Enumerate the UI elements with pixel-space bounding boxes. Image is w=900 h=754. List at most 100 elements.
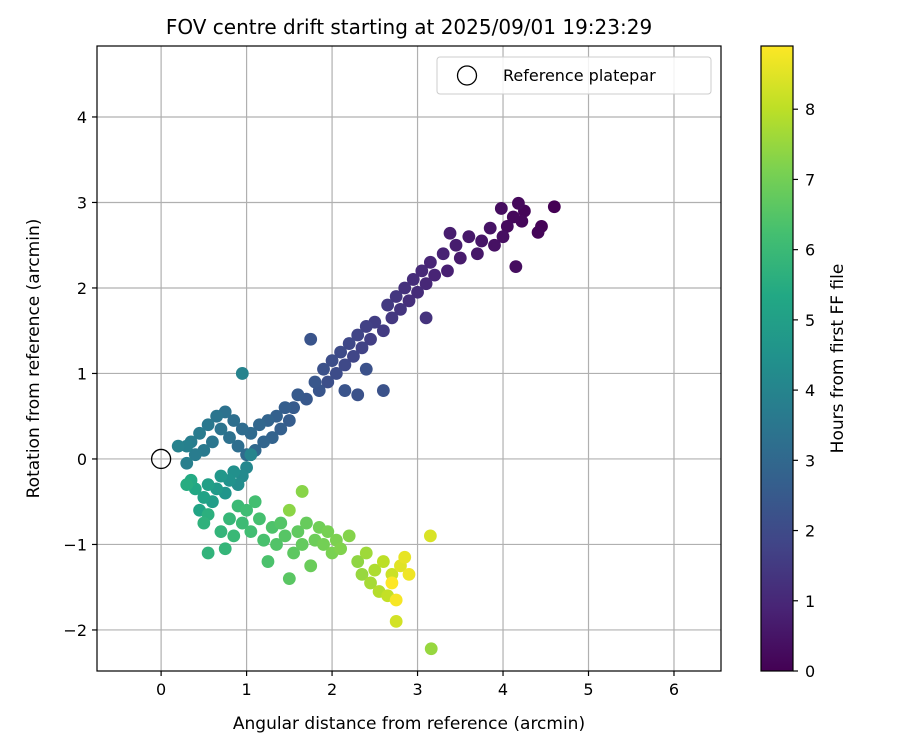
colorbar-tick-label: 5 [805, 311, 815, 330]
colorbar-tick-label: 1 [805, 592, 815, 611]
data-point [227, 414, 241, 427]
data-point [443, 226, 457, 240]
data-point [201, 478, 215, 492]
data-point [402, 567, 416, 581]
data-point [470, 247, 484, 261]
colorbar-gradient [761, 46, 793, 671]
y-tick-label: −1 [63, 535, 87, 554]
data-point [436, 247, 450, 261]
data-point [411, 285, 424, 299]
data-points [150, 196, 561, 656]
data-point [351, 555, 365, 568]
reference-platepar-marker [150, 448, 172, 470]
data-point [235, 367, 249, 380]
data-point [278, 401, 292, 415]
x-axis-label: Angular distance from reference (arcmin) [233, 714, 585, 734]
data-point [188, 448, 202, 462]
data-point [355, 567, 369, 581]
data-point [342, 337, 356, 350]
x-tick-label: 2 [327, 680, 337, 699]
data-point [453, 251, 467, 265]
data-point [488, 238, 501, 252]
data-point [253, 418, 266, 432]
plot-frame [96, 45, 722, 672]
data-point [364, 332, 377, 346]
data-point [509, 260, 523, 273]
data-point [402, 294, 416, 308]
x-tick-label: 5 [583, 680, 593, 699]
x-tick-label: 4 [498, 680, 508, 699]
data-point [359, 362, 373, 376]
data-point [342, 529, 356, 543]
data-point [201, 546, 215, 560]
data-point [214, 469, 228, 483]
colorbar-ticks: 0 1 2 3 4 5 6 7 8 [793, 100, 815, 681]
data-point [423, 529, 437, 543]
colorbar: 0 1 2 3 4 5 6 7 8 Hours from first FF file [760, 45, 848, 681]
data-point [325, 354, 339, 368]
data-point [359, 320, 373, 333]
data-point [428, 268, 442, 282]
chart-title: FOV centre drift starting at 2025/09/01 … [166, 15, 652, 39]
data-point [385, 576, 399, 590]
data-point [261, 555, 275, 568]
data-point [248, 495, 262, 509]
data-point [419, 311, 433, 325]
data-point [462, 230, 476, 244]
data-point [231, 439, 245, 453]
colorbar-frame [760, 45, 794, 672]
data-point [338, 358, 352, 372]
data-point [500, 220, 514, 233]
data-point [347, 349, 360, 363]
colorbar-tick-label: 4 [805, 381, 815, 400]
data-point [321, 375, 335, 389]
data-point [257, 435, 271, 449]
data-point [274, 516, 288, 530]
data-point [291, 388, 305, 402]
data-point [235, 422, 249, 436]
data-point [424, 642, 438, 656]
data-point [295, 538, 309, 551]
data-point [531, 225, 545, 239]
data-point [223, 512, 236, 526]
legend-entry-label: Reference platepar [503, 66, 656, 85]
data-point [235, 516, 249, 530]
data-point [287, 546, 301, 560]
y-tick-label: 1 [77, 364, 87, 383]
data-point [278, 529, 292, 543]
y-tick-label: 3 [77, 193, 87, 212]
data-point [218, 542, 232, 556]
data-point [494, 202, 508, 215]
data-point [351, 388, 365, 402]
colorbar-tick-label: 7 [805, 170, 815, 189]
data-point [282, 503, 296, 517]
data-point [308, 375, 322, 389]
data-point [547, 200, 561, 214]
colorbar-tick-label: 3 [805, 451, 815, 470]
data-point [244, 525, 258, 539]
data-point [376, 384, 390, 397]
data-point [475, 234, 489, 248]
data-point [240, 503, 253, 517]
data-point [351, 328, 365, 342]
data-point [441, 264, 454, 278]
data-point [338, 384, 352, 397]
data-point [423, 255, 437, 269]
data-point [205, 435, 219, 449]
data-point [321, 525, 335, 539]
data-point [317, 538, 330, 551]
data-point [406, 273, 420, 286]
data-point [291, 525, 305, 539]
y-axis-label: Rotation from reference (arcmin) [24, 219, 44, 499]
y-tick-label: 2 [77, 279, 87, 298]
data-point [244, 448, 258, 462]
data-point [389, 290, 403, 303]
data-point [376, 324, 390, 338]
data-point [483, 221, 497, 235]
data-point [389, 615, 403, 628]
data-point [512, 196, 525, 210]
x-tick-label: 1 [241, 680, 251, 699]
data-point [171, 439, 185, 453]
